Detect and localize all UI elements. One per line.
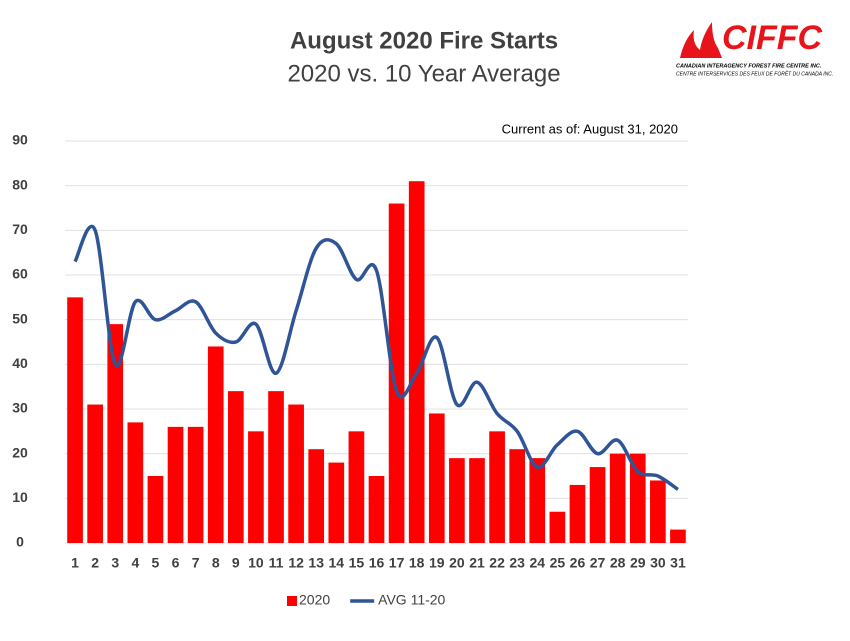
bar	[670, 529, 686, 543]
x-tick-label: 5	[152, 555, 160, 571]
bar	[509, 449, 526, 543]
bar	[107, 324, 124, 543]
logo-line: CANADIAN INTERAGENCY FOREST FIRE CENTRE …	[676, 63, 822, 69]
x-tick-label: 21	[469, 555, 485, 571]
x-tick-label: 29	[630, 555, 646, 571]
legend-swatch	[287, 596, 297, 606]
x-tick-label: 15	[349, 555, 365, 571]
bar	[609, 453, 626, 543]
x-tick-label: 19	[429, 555, 445, 571]
x-tick-label: 30	[650, 555, 666, 571]
bar	[147, 476, 164, 543]
x-tick-label: 20	[449, 555, 465, 571]
x-tick-label: 7	[192, 555, 200, 571]
bar	[428, 413, 445, 543]
chart-title: August 2020 Fire Starts	[290, 27, 558, 54]
bar	[308, 449, 325, 543]
logo-name: CIFFC	[722, 19, 823, 57]
legend-label: AVG 11-20	[378, 592, 445, 608]
bar	[328, 462, 345, 543]
x-tick-label: 4	[131, 555, 139, 571]
bar	[288, 404, 304, 543]
chart-subtitle: 2020 vs. 10 Year Average	[287, 60, 560, 87]
y-tick-label: 70	[12, 221, 28, 237]
x-tick-label: 27	[590, 555, 606, 571]
y-tick-label: 40	[12, 355, 28, 371]
bar	[207, 346, 224, 543]
bar	[408, 181, 425, 543]
x-tick-label: 24	[529, 555, 545, 571]
x-tick-label: 13	[308, 555, 324, 571]
y-tick-label: 50	[12, 310, 28, 326]
y-tick-label: 30	[12, 400, 28, 416]
bar	[87, 404, 103, 543]
bar	[268, 391, 284, 543]
bar	[589, 467, 606, 543]
x-tick-label: 26	[570, 555, 586, 571]
y-tick-label: 10	[12, 489, 28, 505]
y-tick-label: 80	[12, 176, 28, 192]
bar	[187, 426, 204, 543]
x-tick-label: 22	[489, 555, 505, 571]
bar	[67, 297, 83, 543]
x-tick-label: 14	[329, 555, 345, 571]
y-tick-label: 20	[12, 444, 28, 460]
x-tick-label: 17	[389, 555, 405, 571]
bar	[227, 391, 244, 543]
bar	[650, 480, 666, 543]
x-tick-label: 6	[172, 555, 180, 571]
logo-line: CENTRE INTERSERVICES DES FEUX DE FORÊT D…	[676, 69, 833, 77]
x-tick-label: 12	[288, 555, 304, 571]
bar	[489, 431, 505, 543]
y-tick-label: 0	[16, 534, 24, 550]
legend-label: 2020	[299, 592, 330, 608]
x-tick-label: 9	[232, 555, 240, 571]
x-tick-label: 11	[269, 555, 284, 571]
annotation: Current as of: August 31, 2020	[502, 121, 678, 136]
bar	[549, 511, 566, 543]
x-tick-label: 31	[670, 555, 686, 571]
bar	[167, 426, 184, 543]
bar	[529, 458, 546, 543]
x-tick-label: 3	[111, 555, 119, 571]
x-tick-label: 2	[91, 555, 99, 571]
logo: CIFFC CANADIAN INTERAGENCY FOREST FIRE C…	[676, 19, 833, 77]
bar	[449, 458, 465, 543]
x-tick-label: 16	[369, 555, 385, 571]
y-tick-label: 90	[12, 132, 28, 148]
bar	[248, 431, 264, 543]
line	[73, 224, 679, 491]
x-tick-label: 25	[550, 555, 566, 571]
y-tick-label: 60	[12, 266, 28, 282]
x-tick-label: 8	[212, 555, 220, 571]
x-tick-label: 1	[71, 555, 79, 571]
bar	[569, 484, 586, 543]
x-tick-label: 10	[248, 555, 264, 571]
x-tick-label: 23	[509, 555, 525, 571]
x-tick-label: 28	[610, 555, 626, 571]
bar	[629, 453, 646, 543]
bar	[348, 431, 365, 543]
bar	[469, 458, 485, 543]
bar	[368, 476, 385, 543]
bar	[127, 422, 144, 543]
x-tick-label: 18	[409, 555, 425, 571]
bar	[388, 203, 405, 544]
logo-flame	[680, 22, 722, 58]
